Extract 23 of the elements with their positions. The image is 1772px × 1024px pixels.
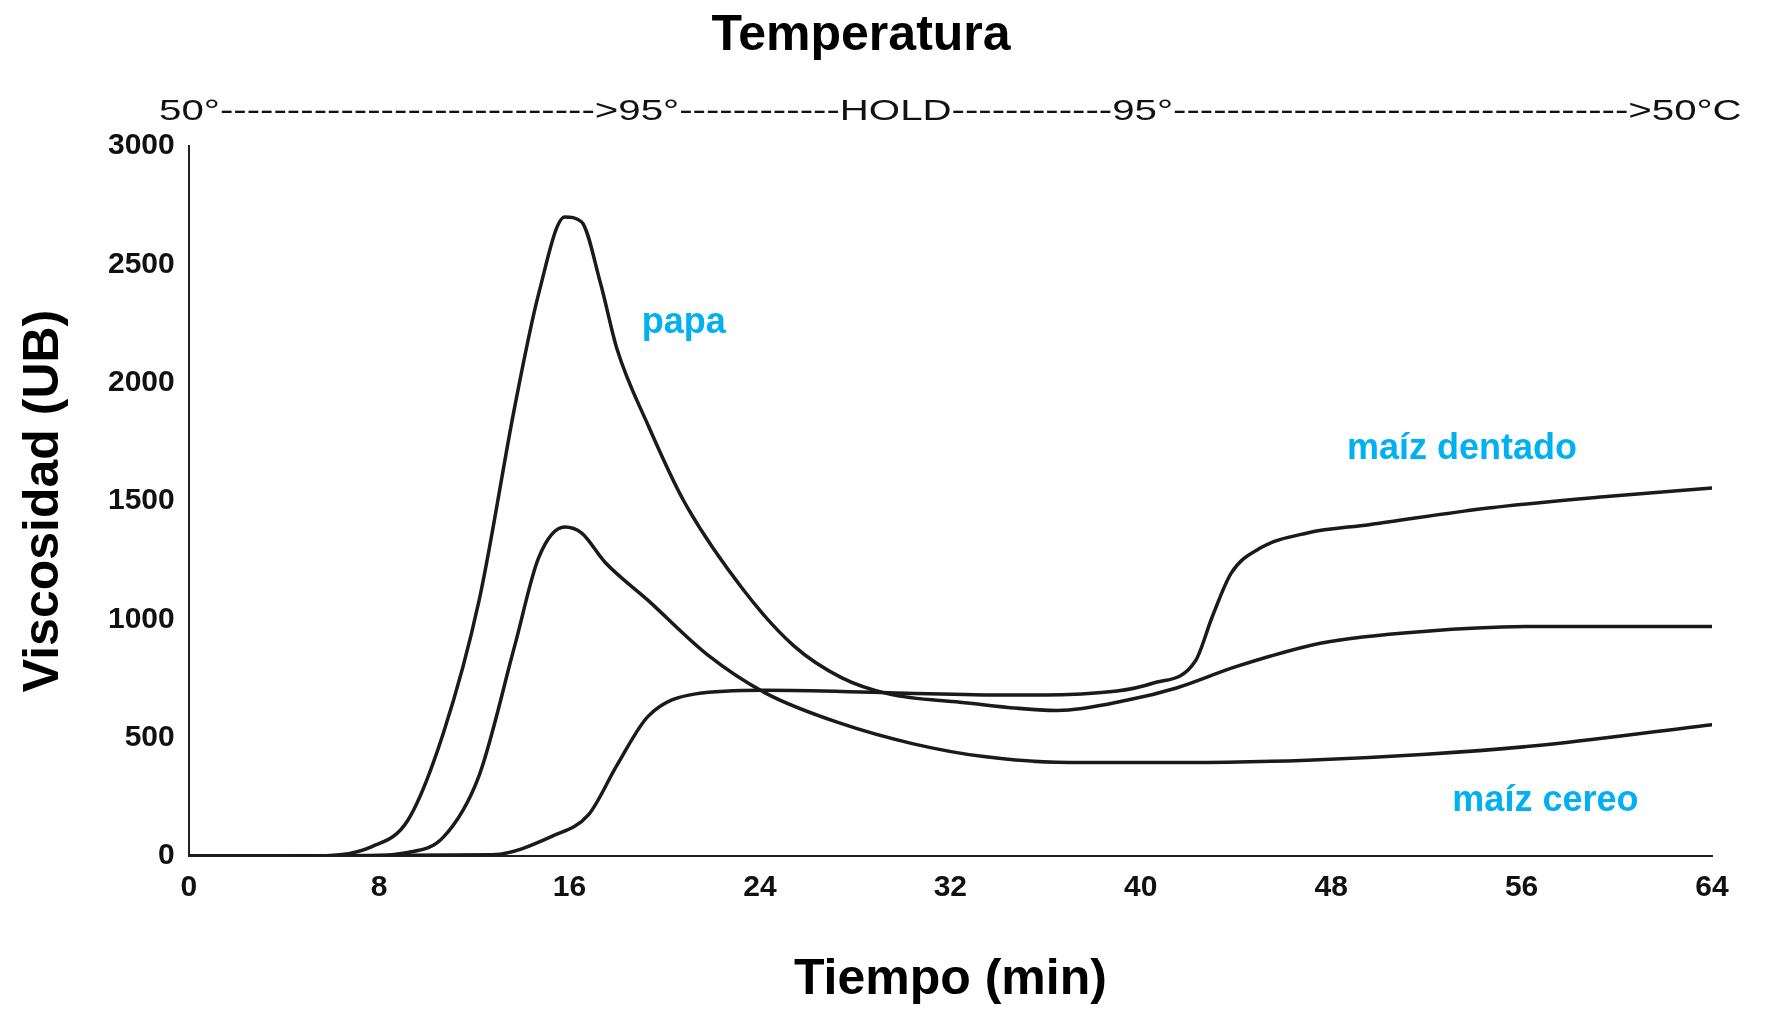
x-tick-label: 64 bbox=[1695, 869, 1729, 903]
y-tick-label: 2000 bbox=[107, 363, 175, 397]
y-axis-title: Viscosidad (UB) bbox=[12, 309, 69, 693]
y-tick-label: 3000 bbox=[107, 127, 175, 161]
y-tick-label: 500 bbox=[124, 718, 175, 752]
series-label: maíz cereo bbox=[1452, 778, 1639, 820]
x-tick-label: 56 bbox=[1504, 869, 1539, 903]
x-tick-label: 8 bbox=[370, 869, 388, 903]
x-tick-label: 16 bbox=[552, 869, 587, 903]
series-label: maíz dentado bbox=[1347, 425, 1578, 467]
chart-title: Temperatura bbox=[711, 4, 1012, 61]
y-tick-label: 0 bbox=[158, 837, 175, 871]
x-tick-label: 48 bbox=[1314, 869, 1348, 903]
y-tick-label: 1000 bbox=[107, 600, 175, 634]
x-axis-title: Tiempo (min) bbox=[793, 948, 1107, 1005]
y-tick-label: 2500 bbox=[107, 245, 175, 279]
chart-subtitle: 50°---------------------------->95°------------HOLD------------95°---------------------------------->50°C bbox=[159, 93, 1742, 128]
x-tick-label: 0 bbox=[180, 869, 198, 903]
x-tick-label: 32 bbox=[933, 869, 968, 903]
x-tick-label: 24 bbox=[743, 869, 777, 903]
x-tick-label: 40 bbox=[1124, 869, 1158, 903]
series-label: papa bbox=[641, 300, 727, 342]
y-tick-label: 1500 bbox=[107, 482, 175, 516]
